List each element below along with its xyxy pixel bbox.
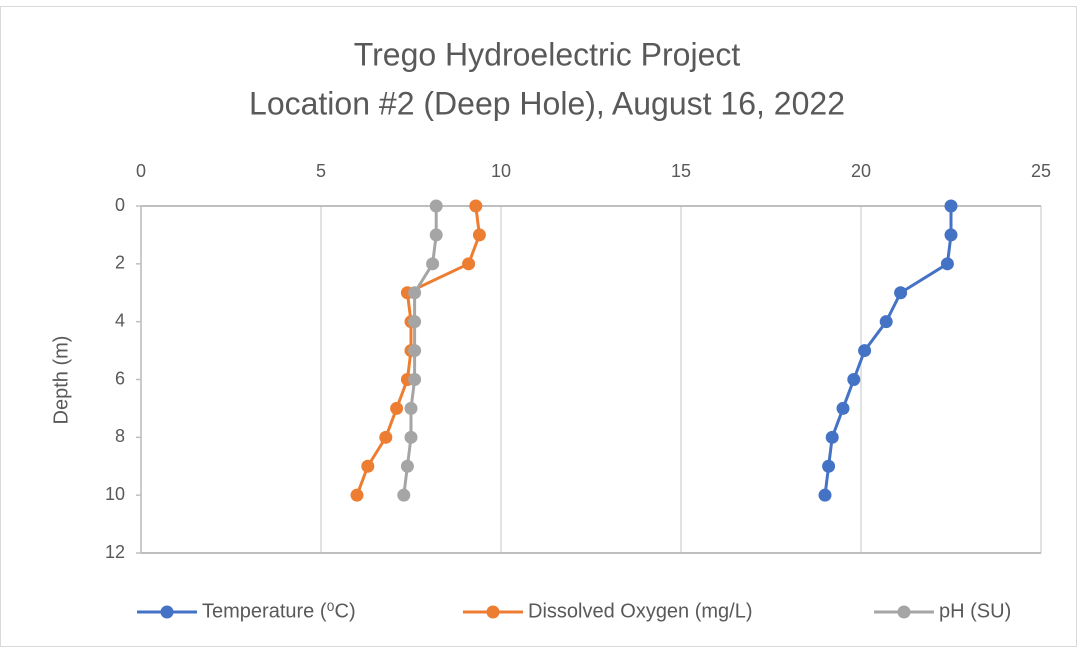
data-point	[472, 228, 486, 242]
data-point	[818, 488, 832, 502]
data-point	[822, 459, 836, 473]
legend-label: Temperature (⁰C)	[202, 600, 356, 622]
data-point	[429, 228, 443, 242]
data-point	[847, 373, 861, 386]
data-point	[940, 257, 954, 271]
data-point	[426, 257, 440, 271]
y-tick-label: 6	[115, 368, 125, 388]
legend-marker	[486, 605, 500, 619]
legend-marker	[897, 605, 911, 619]
data-point	[408, 315, 422, 329]
y-tick-label: 10	[105, 484, 125, 504]
chart-frame	[0, 6, 1077, 647]
data-point	[836, 401, 850, 415]
data-point	[400, 459, 414, 473]
data-point	[894, 286, 908, 300]
data-point	[944, 228, 958, 242]
data-point	[397, 488, 411, 502]
x-tick-label: 25	[1031, 161, 1051, 181]
data-point	[462, 257, 476, 271]
legend-label: Dissolved Oxygen (mg/L)	[528, 600, 753, 622]
data-point	[361, 459, 375, 473]
data-point	[429, 199, 443, 213]
y-tick-label: 0	[115, 195, 125, 215]
x-tick-label: 5	[316, 161, 326, 181]
data-point	[390, 401, 404, 415]
y-tick-label: 8	[115, 426, 125, 446]
chart-title: Trego Hydroelectric Project	[354, 36, 741, 72]
data-point	[469, 199, 483, 213]
data-point	[944, 199, 958, 213]
data-point	[408, 373, 422, 386]
legend-marker	[160, 605, 174, 619]
data-point	[350, 488, 364, 502]
y-tick-label: 12	[105, 542, 125, 562]
legend-label: pH (SU)	[939, 600, 1011, 622]
data-point	[825, 430, 839, 444]
y-axis-label: Depth (m)	[50, 336, 72, 425]
x-tick-label: 0	[136, 161, 146, 181]
data-point	[879, 315, 893, 329]
data-point	[858, 344, 872, 358]
data-point	[404, 430, 418, 444]
x-tick-label: 15	[671, 161, 691, 181]
y-tick-label: 2	[115, 253, 125, 273]
data-point	[408, 286, 422, 300]
x-tick-label: 20	[851, 161, 871, 181]
data-point	[404, 401, 418, 415]
y-tick-label: 4	[115, 310, 125, 330]
x-tick-label: 10	[491, 161, 511, 181]
chart-subtitle: Location #2 (Deep Hole), August 16, 2022	[249, 85, 845, 121]
data-point	[379, 430, 393, 444]
data-point	[408, 344, 422, 358]
